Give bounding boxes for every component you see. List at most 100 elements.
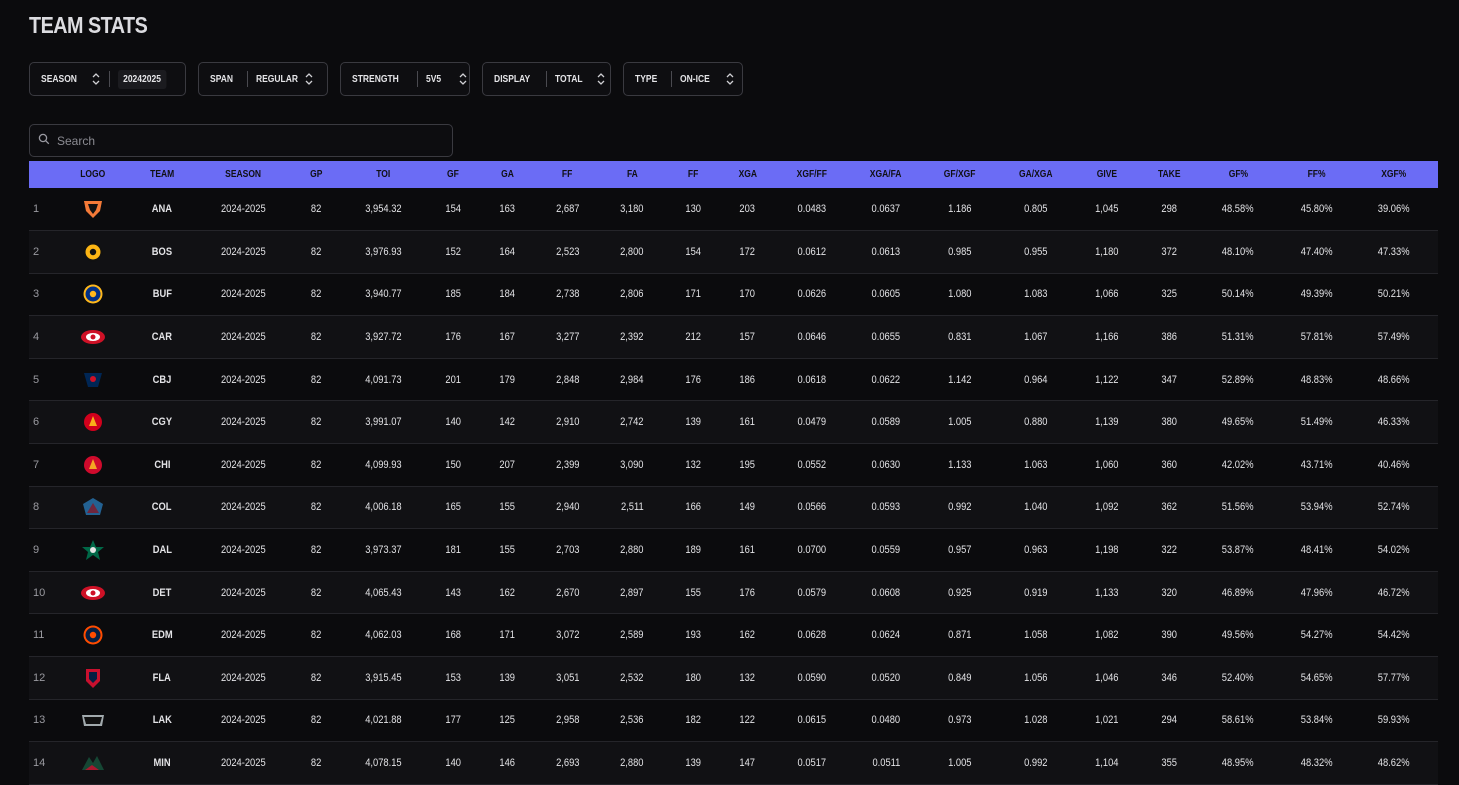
chevron-updown-icon[interactable]: [458, 71, 468, 87]
chevron-updown-icon[interactable]: [304, 71, 314, 87]
column-header[interactable]: LOGO: [61, 161, 124, 188]
gf-xgf-cell: 1.186: [917, 188, 1003, 231]
column-header[interactable]: [29, 161, 61, 188]
team-cell[interactable]: LAK: [124, 699, 200, 742]
column-header[interactable]: XGF%: [1349, 161, 1438, 188]
xgf-pct-value: 39.06%: [1377, 203, 1410, 216]
ff2-value: 171: [685, 288, 701, 301]
team-cell[interactable]: FLA: [124, 657, 200, 700]
ga-cell: 163: [485, 188, 530, 231]
ff2-value: 139: [685, 757, 701, 770]
ga-xga-cell: 1.063: [1003, 444, 1068, 487]
team-cell[interactable]: MIN: [124, 742, 200, 785]
column-header[interactable]: TEAM: [124, 161, 200, 188]
column-header[interactable]: GF: [421, 161, 485, 188]
team-cell[interactable]: CAR: [124, 316, 200, 359]
xgf-pct-cell: 47.33%: [1349, 231, 1438, 274]
gf-xgf-cell: 1.080: [917, 273, 1003, 316]
strength-filter-value[interactable]: 5V5: [426, 73, 442, 85]
table-row[interactable]: 3 BUF 2024-2025 82 3,940.77 185 184 2,738 2,806 1…: [29, 273, 1438, 316]
column-header[interactable]: XGA: [727, 161, 768, 188]
logo-cell: [61, 486, 124, 529]
chevron-updown-icon[interactable]: [596, 71, 606, 87]
team-cell[interactable]: CGY: [124, 401, 200, 444]
season-filter[interactable]: SEASON 20242025: [29, 62, 186, 96]
column-header[interactable]: XGF/FF: [768, 161, 855, 188]
team-cell[interactable]: EDM: [124, 614, 200, 657]
column-header[interactable]: GF%: [1192, 161, 1284, 188]
team-cell[interactable]: DET: [124, 571, 200, 614]
season-filter-value[interactable]: 20242025: [118, 69, 167, 89]
team-cell[interactable]: BOS: [124, 231, 200, 274]
column-header[interactable]: GP: [287, 161, 346, 188]
column-header-label: XGF/FF: [796, 169, 827, 180]
team-cell[interactable]: CHI: [124, 444, 200, 487]
gf-pct-value: 48.58%: [1222, 203, 1254, 216]
column-header[interactable]: GA: [485, 161, 530, 188]
season-value: 2024-2025: [221, 373, 266, 386]
team-cell[interactable]: COL: [124, 486, 200, 529]
type-filter[interactable]: TYPE ON-ICE: [623, 62, 743, 96]
column-header[interactable]: FA: [605, 161, 659, 188]
column-header[interactable]: TOI: [346, 161, 421, 188]
table-row[interactable]: 2 BOS 2024-2025 82 3,976.93 152 164 2,523 2,800 1…: [29, 230, 1438, 274]
display-filter-value[interactable]: TOTAL: [555, 73, 583, 85]
search-box[interactable]: [29, 124, 453, 157]
season-value: 2024-2025: [221, 416, 266, 429]
table-row[interactable]: 6 CGY 2024-2025 82 3,991.07 140 142 2,910 2,742 1…: [29, 400, 1438, 444]
xga-value: 170: [739, 288, 756, 301]
ff2-cell: 154: [659, 231, 727, 274]
table-row[interactable]: 1 ANA 2024-2025 82 3,954.32 154 163 2,687 3,180 1…: [29, 188, 1438, 231]
gp-cell: 82: [287, 571, 346, 614]
team-cell[interactable]: ANA: [124, 188, 200, 231]
ff-cell: 2,703: [530, 529, 605, 572]
search-input[interactable]: [55, 132, 439, 149]
column-header[interactable]: FF: [659, 161, 727, 188]
table-row[interactable]: 9 DAL 2024-2025 82 3,973.37 181 155 2,703 2,880 1…: [29, 528, 1438, 572]
xgf-pct-value: 59.93%: [1377, 714, 1410, 727]
xga-fa-value: 0.0593: [871, 501, 901, 514]
divider: [417, 71, 418, 87]
gf-xgf-cell: 0.992: [917, 486, 1003, 529]
season-cell: 2024-2025: [200, 614, 287, 657]
chevron-updown-icon[interactable]: [725, 71, 735, 87]
column-header[interactable]: FF: [530, 161, 605, 188]
ff-pct-cell: 54.65%: [1284, 657, 1349, 700]
team-cell[interactable]: BUF: [124, 273, 200, 316]
gp-value: 82: [311, 757, 322, 770]
season-value: 2024-2025: [221, 586, 266, 599]
column-header[interactable]: XGA/FA: [855, 161, 917, 188]
strength-filter[interactable]: STRENGTH 5V5: [340, 62, 470, 96]
fa-cell: 2,880: [605, 529, 659, 572]
chevron-updown-icon[interactable]: [91, 71, 101, 87]
table-row[interactable]: 11 EDM 2024-2025 82 4,062.03 168 171 3,072 2,589…: [29, 613, 1438, 657]
table-row[interactable]: 4 CAR 2024-2025 82 3,927.72 176 167 3,277 2,392 2…: [29, 315, 1438, 359]
xgf-ff-cell: 0.0590: [768, 657, 855, 700]
gf-xgf-value: 1.005: [948, 757, 972, 770]
column-header[interactable]: TAKE: [1146, 161, 1192, 188]
team-cell[interactable]: CBJ: [124, 358, 200, 401]
table-row[interactable]: 14 MIN 2024-2025 82 4,078.15 140 146 2,693 2,880…: [29, 741, 1438, 785]
gf-cell: 201: [421, 358, 485, 401]
type-filter-value[interactable]: ON-ICE: [680, 73, 710, 85]
column-header[interactable]: GA/XGA: [1003, 161, 1068, 188]
table-row[interactable]: 10 DET 2024-2025 82 4,065.43 143 162 2,670 2,897…: [29, 571, 1438, 614]
ff2-cell: 139: [659, 742, 727, 785]
table-row[interactable]: 5 CBJ 2024-2025 82 4,091.73 201 179 2,848 2,984 1…: [29, 358, 1438, 401]
table-row[interactable]: 13 LAK 2024-2025 82 4,021.88 177 125 2,958 2,536…: [29, 699, 1438, 742]
display-filter[interactable]: DISPLAY TOTAL: [482, 62, 611, 96]
column-header[interactable]: FF%: [1284, 161, 1349, 188]
table-row[interactable]: 7 CHI 2024-2025 82 4,099.93 150 207 2,399 3,090 1…: [29, 443, 1438, 487]
span-filter-value[interactable]: REGULAR: [256, 73, 299, 85]
gf-value: 153: [445, 671, 461, 684]
team-value: FLA: [152, 671, 172, 684]
table-row[interactable]: 8 COL 2024-2025 82 4,006.18 165 155 2,940 2,511 1…: [29, 486, 1438, 529]
table-row[interactable]: 12 FLA 2024-2025 82 3,915.45 153 139 3,051 2,532…: [29, 656, 1438, 700]
team-cell[interactable]: DAL: [124, 529, 200, 572]
fa-cell: 3,180: [605, 188, 659, 231]
xga-fa-value: 0.0605: [871, 288, 901, 301]
column-header[interactable]: GIVE: [1068, 161, 1146, 188]
span-filter[interactable]: SPAN REGULAR: [198, 62, 328, 96]
column-header[interactable]: GF/XGF: [917, 161, 1003, 188]
column-header[interactable]: SEASON: [200, 161, 287, 188]
